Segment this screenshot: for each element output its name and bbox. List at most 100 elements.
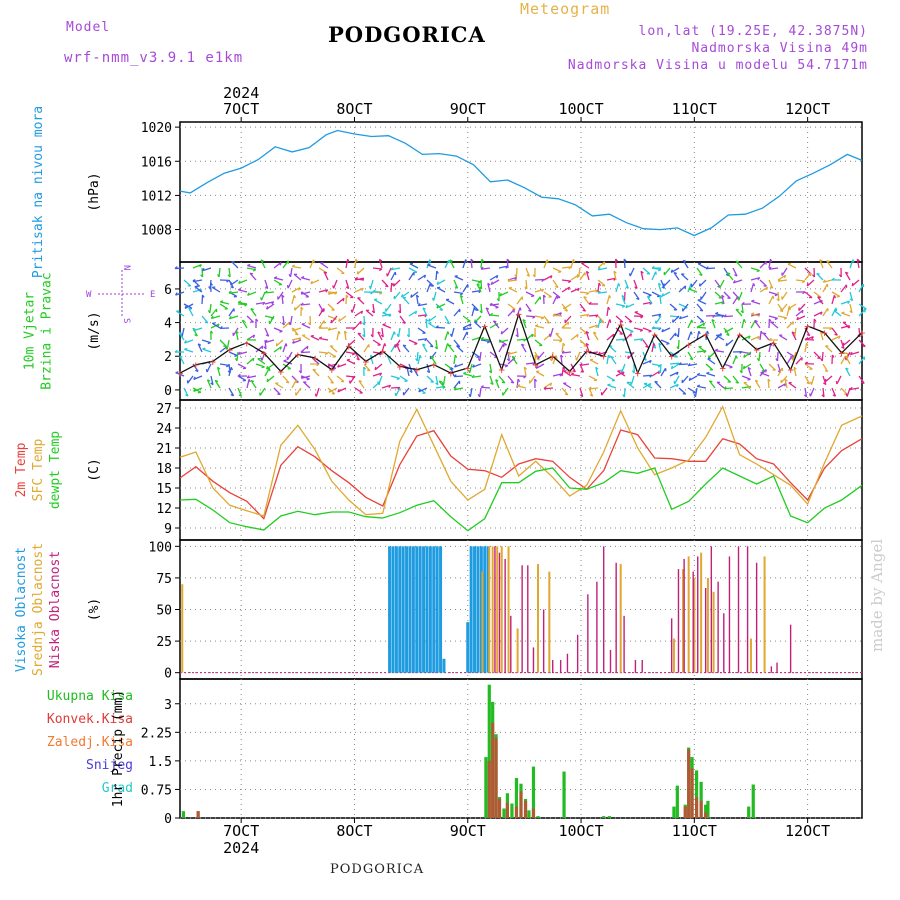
wind-barb-head	[325, 289, 329, 293]
wind-barb	[273, 346, 282, 353]
wind-barb-head	[175, 371, 179, 374]
cloud-bar-0	[479, 546, 483, 673]
wind-barb-head	[586, 314, 590, 318]
wind-barb-head	[676, 346, 680, 350]
wind-barb	[425, 318, 428, 329]
wind-barb	[430, 356, 437, 365]
precip-bar-1	[699, 800, 703, 818]
cloud-bar-1	[763, 556, 766, 673]
wind-barb-head	[593, 331, 597, 335]
wind-barb-head	[300, 350, 304, 353]
wind-barb-head	[338, 330, 341, 335]
wind-barb	[175, 372, 185, 377]
wind-barb	[754, 320, 761, 329]
compass-south: S	[121, 318, 131, 323]
precip-bar-0	[487, 684, 491, 818]
series-line-temperature-1	[179, 405, 863, 517]
compass-north: N	[121, 265, 131, 270]
wind-barb-head	[446, 322, 450, 325]
wind-barb-head	[595, 324, 599, 328]
wind-barb-head	[803, 394, 807, 398]
cloud-bar-1	[181, 584, 184, 673]
wind-barb-head	[471, 374, 475, 378]
wind-barb-head	[597, 267, 601, 271]
wind-speed-marker: +	[312, 352, 319, 365]
wind-barb-head	[735, 355, 738, 359]
wind-barb	[840, 284, 848, 293]
wind-barb-head	[555, 355, 558, 359]
wind-barb	[416, 351, 419, 362]
wind-barb	[214, 380, 221, 389]
wind-barb	[395, 343, 401, 353]
wind-barb-head	[506, 358, 510, 362]
wind-barb	[453, 375, 464, 378]
wind-barb	[768, 363, 776, 371]
wind-barb-head	[490, 281, 493, 285]
wind-barb-head	[510, 381, 514, 384]
wind-barb-head	[735, 260, 740, 263]
compass-east: E	[150, 290, 155, 300]
y-tick-label: 1.5	[149, 755, 172, 770]
wind-barb-head	[192, 327, 196, 332]
wind-barb	[406, 367, 410, 377]
wind-barb	[480, 386, 491, 389]
wind-barb-head	[234, 354, 238, 357]
wind-barb-head	[291, 264, 296, 268]
bottom-date-label: 9OCT	[450, 822, 486, 840]
wind-barb	[623, 387, 626, 398]
wind-barb	[453, 354, 456, 365]
wind-barb-head	[793, 366, 797, 370]
wind-barb	[471, 307, 475, 317]
wind-barb	[219, 363, 229, 367]
wind-barb	[715, 334, 725, 341]
wind-speed-marker: +	[532, 359, 539, 372]
wind-barb-head	[379, 292, 383, 295]
wind-barb	[390, 375, 400, 380]
wind-barb	[615, 315, 624, 323]
wind-barb-head	[811, 336, 814, 340]
wind-barb-head	[735, 308, 740, 311]
precip-bar-0	[484, 757, 488, 818]
wind-barb	[705, 267, 716, 270]
wind-speed-marker: +	[447, 367, 454, 380]
wind-barb-head	[372, 289, 376, 293]
wind-barb	[480, 303, 483, 314]
wind-barb-head	[831, 277, 835, 281]
wind-barb	[592, 331, 599, 341]
wind-barb-head	[532, 316, 536, 319]
wind-barb-head	[285, 343, 288, 347]
wind-barb-head	[230, 393, 234, 397]
wind-barb-head	[757, 277, 761, 281]
wind-barb	[201, 339, 211, 344]
wind-barb-head	[801, 310, 804, 314]
y-tick-label: 75	[156, 572, 172, 587]
wind-barb-head	[507, 278, 511, 282]
precip-bar-0	[751, 784, 755, 818]
wind-barb-head	[422, 343, 426, 346]
wind-barb-head	[791, 357, 794, 361]
wind-barb	[390, 282, 393, 293]
wind-barb	[193, 327, 203, 332]
wind-barb	[733, 279, 743, 284]
cloud-bar-2	[559, 660, 562, 673]
wind-barb-head	[345, 294, 349, 298]
wind-barb	[581, 262, 590, 269]
wind-barb	[858, 308, 866, 317]
wind-barb-head	[706, 371, 710, 374]
wind-barb	[238, 351, 248, 355]
wind-barb	[386, 267, 392, 277]
wind-barb	[597, 291, 608, 294]
wind-speed-marker: +	[787, 364, 794, 377]
wind-barb	[328, 291, 338, 295]
wind-barb	[354, 310, 363, 317]
wind-barb-head	[742, 365, 746, 369]
wind-barb-head	[480, 385, 484, 388]
wind-barb-head	[263, 346, 267, 350]
wind-barb-head	[450, 367, 454, 370]
wind-barb	[654, 381, 662, 389]
wind-barb	[264, 279, 269, 289]
wind-barb-head	[772, 295, 775, 300]
wind-barb	[210, 375, 214, 385]
wind-barb	[696, 331, 700, 341]
wind-barb	[323, 271, 329, 281]
